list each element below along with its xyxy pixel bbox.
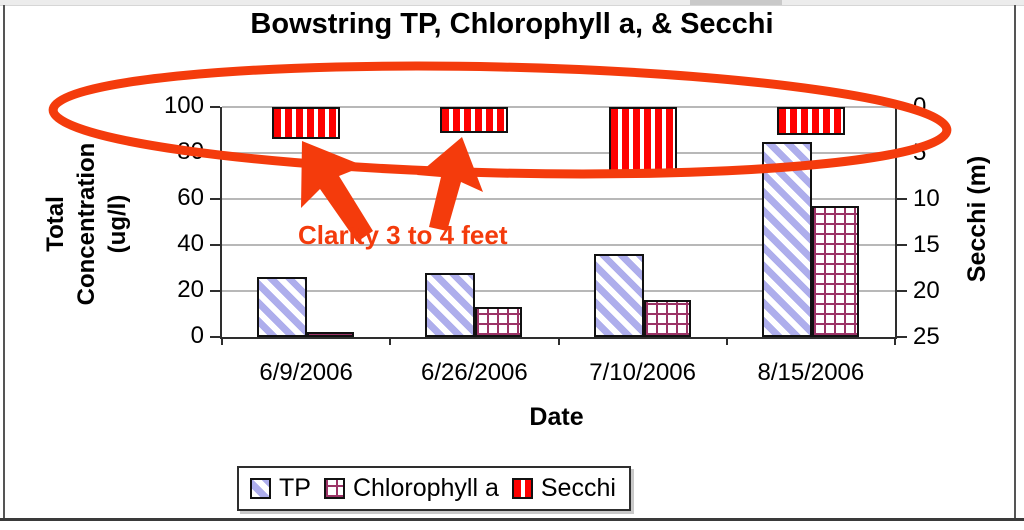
right-axis-title: Secchi (m) bbox=[963, 155, 991, 283]
annotation-text: Clarity 3 to 4 feet bbox=[298, 220, 508, 250]
bar-tp-2 bbox=[593, 254, 644, 337]
left-tick-label-0: 0 bbox=[190, 322, 204, 349]
bar-secchi-2 bbox=[608, 107, 677, 174]
right-tick-5 bbox=[895, 152, 907, 154]
right-tick-20 bbox=[895, 290, 907, 292]
bar-chl-1 bbox=[475, 307, 523, 337]
x-category-label-3: 8/15/2006 bbox=[757, 359, 865, 386]
bar-tp-0 bbox=[257, 277, 308, 337]
x-tick-2 bbox=[557, 337, 560, 345]
frame-border-right bbox=[1014, 5, 1016, 520]
gridline-20 bbox=[222, 290, 895, 292]
x-tick-3 bbox=[725, 337, 728, 345]
x-category-label-1: 6/26/2006 bbox=[420, 359, 528, 386]
legend-swatch-1 bbox=[250, 478, 271, 499]
bar-chl-2 bbox=[643, 300, 691, 337]
left-axis-title-line2: Concentration bbox=[73, 142, 100, 306]
right-tick-label-0: 0 bbox=[913, 93, 927, 120]
left-tick-60 bbox=[210, 198, 220, 200]
legend-item-tp: TP bbox=[250, 474, 311, 503]
window-top-strip bbox=[0, 0, 1024, 6]
bar-chl-3 bbox=[811, 205, 859, 337]
left-tick-label-80: 80 bbox=[177, 138, 204, 165]
left-axis-title-line1: Total bbox=[42, 196, 69, 252]
frame-border-left bbox=[3, 5, 5, 520]
x-tick-1 bbox=[389, 337, 392, 345]
left-tick-20 bbox=[210, 290, 220, 292]
bar-tp-1 bbox=[425, 272, 476, 337]
legend-label-1: TP bbox=[279, 474, 311, 502]
x-axis-title: Date bbox=[529, 403, 584, 431]
right-tick-label-20: 20 bbox=[913, 277, 940, 304]
left-tick-label-100: 100 bbox=[163, 92, 204, 119]
gridline-40 bbox=[222, 244, 895, 246]
gridline-60 bbox=[222, 198, 895, 200]
bar-secchi-0 bbox=[272, 107, 341, 140]
x-category-label-2: 7/10/2006 bbox=[589, 359, 697, 386]
left-tick-label-60: 60 bbox=[177, 184, 204, 211]
bar-tp-3 bbox=[761, 141, 812, 337]
left-axis-title: Total Concentration (ug/l) bbox=[40, 104, 136, 344]
right-tick-label-15: 15 bbox=[913, 231, 940, 258]
legend-swatch-3 bbox=[511, 478, 533, 499]
legend-swatch-2 bbox=[323, 478, 345, 499]
legend: TP Chlorophyll a Secchi bbox=[237, 466, 631, 511]
right-tick-label-10: 10 bbox=[913, 185, 940, 212]
right-tick-0 bbox=[895, 106, 907, 108]
x-category-label-0: 6/9/2006 bbox=[259, 359, 353, 386]
x-tick-0 bbox=[221, 337, 223, 345]
bar-chl-0 bbox=[307, 332, 355, 337]
bar-secchi-3 bbox=[776, 107, 845, 135]
right-tick-25 bbox=[895, 336, 907, 338]
left-tick-100 bbox=[210, 106, 220, 109]
legend-item-chlorophyll-a: Chlorophyll a bbox=[323, 474, 499, 503]
legend-label-3: Secchi bbox=[540, 474, 616, 502]
x-tick-4 bbox=[894, 337, 896, 345]
left-tick-0 bbox=[210, 336, 220, 338]
bar-secchi-1 bbox=[440, 107, 509, 133]
right-tick-label-25: 25 bbox=[913, 323, 940, 350]
right-tick-15 bbox=[895, 244, 907, 246]
left-axis-title-line3: (ug/l) bbox=[104, 194, 131, 254]
left-tick-label-20: 20 bbox=[177, 276, 204, 303]
left-tick-label-40: 40 bbox=[177, 230, 204, 257]
frame-border-bottom bbox=[0, 518, 1024, 521]
window-top-tab bbox=[690, 0, 782, 5]
legend-label-2: Chlorophyll a bbox=[352, 474, 499, 502]
left-tick-80 bbox=[210, 152, 220, 154]
legend-item-secchi: Secchi bbox=[511, 474, 616, 503]
chart-title: Bowstring TP, Chlorophyll a, & Secchi bbox=[250, 8, 774, 40]
left-tick-40 bbox=[210, 244, 220, 246]
right-tick-label-5: 5 bbox=[913, 139, 927, 166]
right-tick-10 bbox=[895, 198, 907, 200]
